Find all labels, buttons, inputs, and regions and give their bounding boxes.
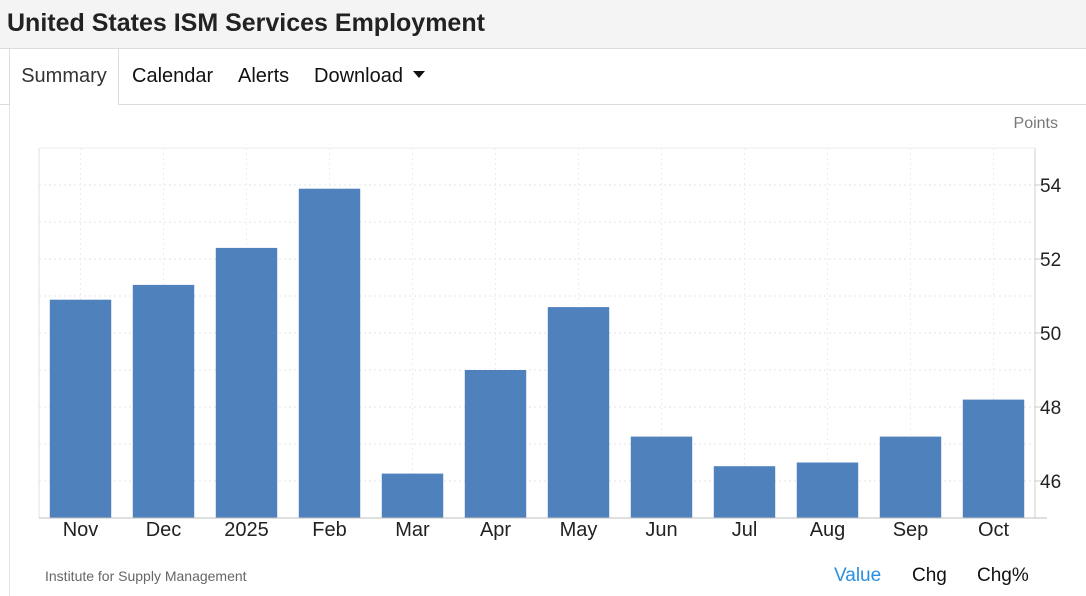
caret-down-icon <box>412 71 425 79</box>
bar-dec <box>132 284 195 518</box>
x-tick-label: 2025 <box>224 519 269 541</box>
x-tick-label: Aug <box>810 519 846 541</box>
toggle-value[interactable]: Value <box>834 565 882 586</box>
bar-mar <box>381 473 444 518</box>
x-tick-label: Nov <box>63 519 99 541</box>
bar-aug <box>796 462 859 518</box>
toggle-chg-percent[interactable]: Chg% <box>977 565 1029 586</box>
toggle-chg[interactable]: Chg <box>912 565 947 586</box>
bar-sep <box>879 436 942 518</box>
x-tick-label: Oct <box>978 519 1010 541</box>
tab-download-label: Download <box>314 65 403 87</box>
x-tick-label: Jun <box>645 519 677 541</box>
tab-summary[interactable]: Summary <box>9 49 119 105</box>
title-bar: United States ISM Services Employment <box>0 0 1086 49</box>
tab-calendar[interactable]: Calendar <box>132 65 214 87</box>
tab-download[interactable]: Download <box>314 49 425 104</box>
bar-2025 <box>215 247 278 518</box>
bar-oct <box>962 399 1025 518</box>
bar-apr <box>464 370 527 518</box>
y-tick-label: 48 <box>1040 398 1061 419</box>
content-panel <box>9 105 1086 596</box>
y-tick-label: 46 <box>1040 472 1061 493</box>
y-tick-label: 52 <box>1040 250 1061 271</box>
x-tick-label: Dec <box>146 519 182 541</box>
x-tick-label: May <box>560 519 598 541</box>
bar-feb <box>298 188 361 518</box>
bar-nov <box>49 299 112 518</box>
x-tick-label: Jul <box>732 519 758 541</box>
y-tick-label: 54 <box>1040 176 1062 197</box>
source-label: Institute for Supply Management <box>45 568 247 584</box>
page-title: United States ISM Services Employment <box>7 9 485 37</box>
chart-units: Points <box>1013 115 1058 132</box>
x-tick-label: Feb <box>312 519 346 541</box>
bar-jul <box>713 466 776 518</box>
bar-may <box>547 307 610 518</box>
x-tick-label: Mar <box>395 519 430 541</box>
bar-jun <box>630 436 693 518</box>
tab-bar: Summary Calendar Alerts Download <box>0 49 1086 105</box>
x-tick-label: Apr <box>480 519 511 541</box>
y-tick-label: 50 <box>1040 324 1061 345</box>
x-tick-label: Sep <box>893 519 929 541</box>
tab-alerts[interactable]: Alerts <box>238 65 290 87</box>
